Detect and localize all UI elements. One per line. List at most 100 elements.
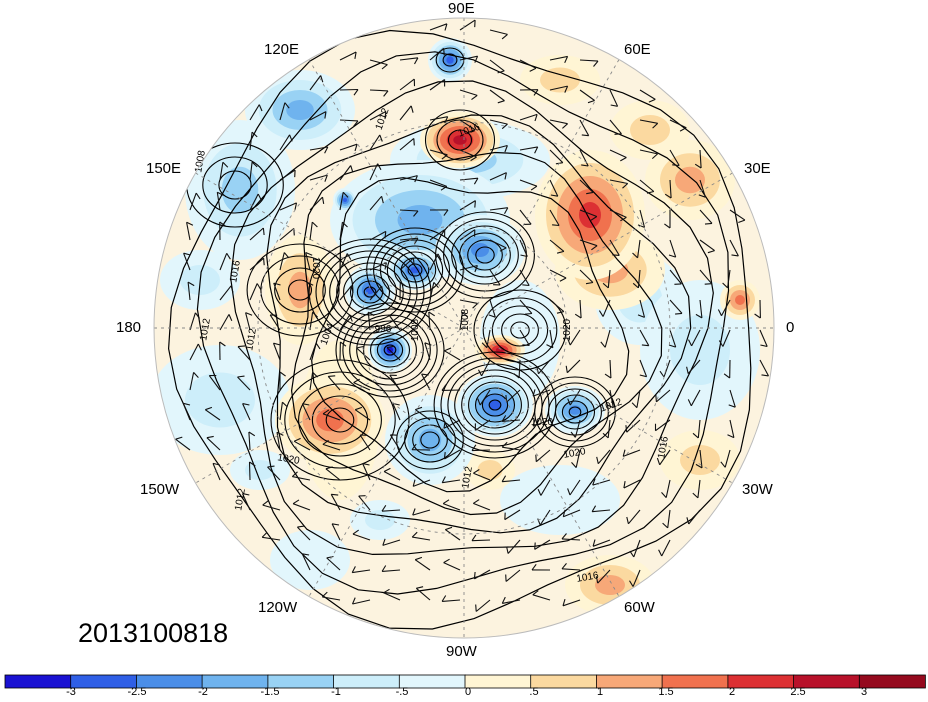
wind-barb-flag [324, 174, 328, 182]
wind-barb-flag [626, 516, 629, 524]
pressure-isobar [284, 371, 396, 469]
wind-barb [561, 538, 581, 541]
wind-barb [249, 227, 264, 241]
wind-barb-flag [267, 465, 275, 468]
wind-barb-flag [760, 344, 768, 348]
wind-barb [519, 146, 538, 151]
wind-barb [549, 85, 568, 91]
wind-barb [474, 419, 491, 431]
wind-barb [428, 311, 431, 331]
wind-barb [639, 329, 650, 346]
wind-barb-flag [331, 493, 339, 496]
wind-barb [352, 569, 371, 574]
wind-barb [309, 75, 322, 91]
contour-label: 1012 [244, 327, 259, 351]
wind-barb-flag [520, 254, 528, 258]
wind-barb [639, 359, 648, 377]
wind-barb-flag [352, 529, 360, 535]
wind-barb-flag [212, 462, 220, 466]
wind-barb-flag [522, 284, 530, 287]
wind-barb-flag [415, 406, 423, 411]
wind-barb-flag [292, 499, 300, 505]
anomaly-patch [410, 266, 420, 274]
pressure-isobar [274, 267, 326, 313]
wind-barb [326, 557, 341, 571]
wind-barb [639, 119, 658, 124]
wind-barb [535, 449, 551, 463]
pressure-isobar [386, 245, 444, 295]
colorbar-tick-label: 2.5 [790, 686, 806, 698]
wind-barb [549, 209, 560, 226]
wind-barb [412, 509, 431, 516]
wind-barb-flag [648, 98, 656, 103]
wind-barb [569, 389, 581, 406]
wind-barb-flag [537, 518, 541, 526]
wind-barb-flag [242, 493, 250, 496]
wind-barb [327, 376, 341, 391]
wind-barb [639, 149, 658, 155]
wind-barb-flag [567, 338, 571, 346]
wind-barb-flag [302, 403, 310, 406]
wind-barb [489, 144, 508, 151]
anomaly-patch [270, 530, 350, 590]
wind-barb-flag [625, 425, 628, 433]
wind-barb-flag [251, 161, 258, 168]
wind-barb [339, 222, 343, 241]
contour-label: 996 [375, 324, 392, 335]
wind-barb [415, 587, 431, 601]
wind-barb [399, 78, 415, 91]
wind-barb [502, 419, 521, 422]
wind-barb-flag [581, 164, 589, 167]
pressure-isobar [407, 263, 423, 277]
wind-barb [623, 449, 641, 457]
wind-barb [301, 403, 311, 421]
wind-barb [759, 359, 769, 377]
anomaly-patch [446, 56, 454, 64]
wind-barb [381, 509, 401, 512]
wind-barb-flag [522, 344, 530, 346]
contour-label: 1020 [277, 452, 301, 467]
wind-barb-flag [534, 146, 539, 154]
wind-barb [339, 88, 359, 91]
pressure-isobar [343, 268, 397, 316]
wind-barb [569, 329, 581, 346]
wind-barb-flag [273, 342, 281, 346]
wind-barb-flag [592, 539, 596, 547]
wind-barb-flag [610, 104, 618, 107]
wind-barb [639, 209, 646, 228]
wind-barb-flag [472, 302, 479, 309]
colorbar-tick-label: -2 [198, 686, 208, 698]
wind-barb [592, 479, 611, 486]
wind-barb-flag [641, 344, 649, 347]
pressure-isobar [383, 344, 397, 356]
wind-barb-flag [382, 538, 386, 546]
pressure-isobar [568, 406, 582, 418]
wind-barb [575, 449, 581, 468]
wind-barb-flag [679, 127, 687, 132]
wind-barb [597, 569, 611, 584]
wind-barb [459, 55, 478, 61]
wind-barb-flag [571, 462, 577, 468]
wind-barb [382, 539, 401, 546]
wind-barb-flag [444, 23, 448, 31]
wind-barb-flag [245, 312, 253, 316]
wind-barb [175, 438, 191, 451]
wind-barb-flag [384, 111, 387, 119]
wind-barb-flag [414, 175, 418, 183]
wind-barb-flag [187, 281, 195, 287]
wind-barb-flag [444, 116, 449, 124]
wind-barb [699, 299, 703, 318]
wind-barb [429, 23, 448, 31]
wind-barb-flag [581, 134, 589, 137]
wind-barb [262, 536, 281, 541]
wind-barb [279, 227, 295, 241]
wind-barb-flag [326, 555, 334, 559]
wind-barb-flag [474, 265, 478, 273]
wind-barb-flag [587, 99, 595, 104]
wind-barb-flag [567, 398, 571, 406]
wind-barb-flag [688, 339, 693, 347]
wind-barb-flag [445, 526, 453, 531]
wind-barb [519, 329, 530, 346]
wind-barb-flag [596, 456, 599, 464]
wind-barb-flag [350, 165, 354, 173]
